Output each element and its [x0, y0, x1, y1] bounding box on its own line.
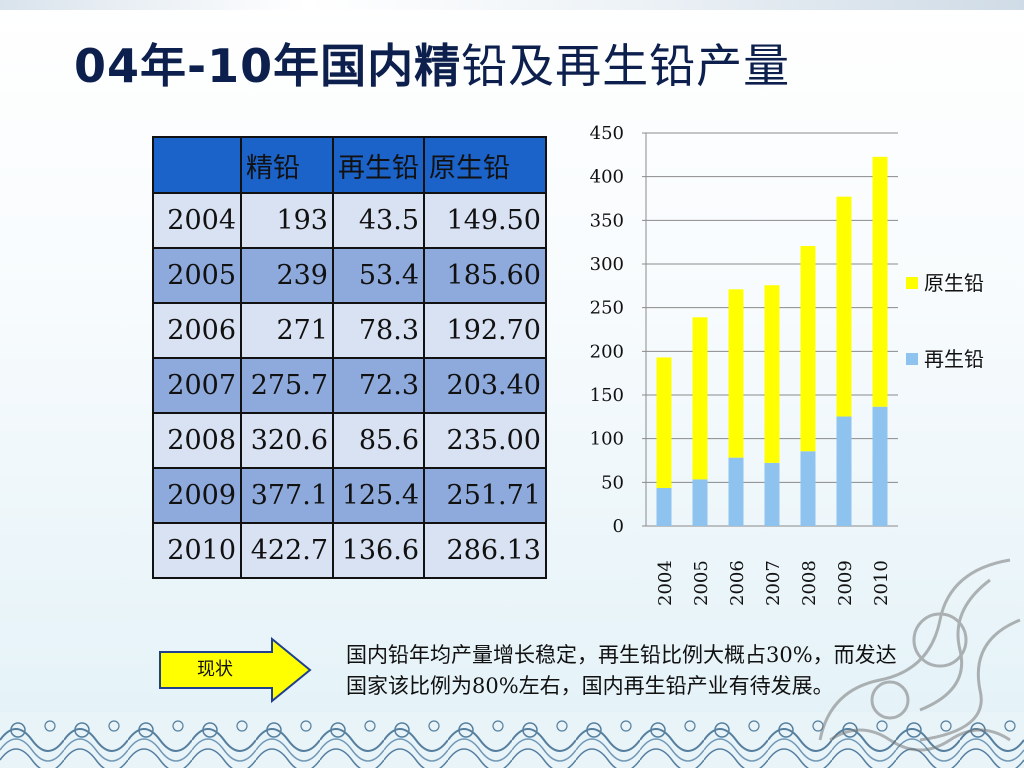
bar-primary-lead: [836, 196, 852, 417]
x-tick-label: 2006: [727, 560, 748, 606]
bar-primary-lead: [656, 357, 672, 489]
table-row: 2010 422.7 136.6 286.13: [152, 522, 547, 579]
value-cell: 136.6: [332, 522, 425, 579]
x-tick-label: 2004: [655, 560, 676, 606]
legend-swatch: [906, 277, 918, 289]
y-tick-label: 450: [590, 123, 624, 144]
table-header-row: 精铅 再生铅 原生铅: [152, 136, 547, 194]
value-cell: 235.00: [423, 412, 547, 469]
status-arrow-button[interactable]: 现状: [197, 659, 233, 680]
legend-label: 再生铅: [924, 347, 984, 371]
bar-recycled-lead: [872, 406, 888, 526]
y-tick-label: 250: [590, 298, 624, 319]
bar-primary-lead: [872, 156, 888, 407]
summary-text: 国内铅年均产量增长稳定，再生铅比例大概占30%，而发达国家该比例为80%左右，国…: [346, 643, 897, 698]
value-cell: 72.3: [332, 357, 425, 414]
table-row: 2004 193 43.5 149.50: [152, 192, 547, 249]
table-row: 2007 275.7 72.3 203.40: [152, 357, 547, 414]
bar-primary-lead: [800, 246, 816, 452]
value-cell: 192.70: [423, 302, 547, 359]
header-cell-refined-lead: 精铅: [240, 136, 334, 194]
bar-recycled-lead: [764, 462, 780, 526]
year-cell: 2009: [152, 467, 242, 524]
stacked-bar-chart: 0 50 100 150 200 250 300 350 400 450 2004 2005 2006 2…: [590, 123, 984, 606]
value-cell: 320.6: [240, 412, 334, 469]
value-cell: 53.4: [332, 247, 425, 304]
slide-title-rest: 铅及再生铅产量: [461, 39, 791, 93]
year-cell: 2007: [152, 357, 242, 414]
value-cell: 149.50: [423, 192, 547, 249]
table-row: 2009 377.1 125.4 251.71: [152, 467, 547, 524]
x-tick-label: 2009: [835, 560, 856, 606]
y-tick-label: 300: [590, 254, 624, 275]
x-tick-label: 2005: [691, 560, 712, 606]
year-cell: 2008: [152, 412, 242, 469]
table-row: 2006 271 78.3 192.70: [152, 302, 547, 359]
header-cell-recycled-lead: 再生铅: [332, 136, 425, 194]
x-tick-label: 2008: [799, 560, 820, 606]
value-cell: 239: [240, 247, 334, 304]
x-tick-label: 2007: [763, 560, 784, 606]
y-tick-label: 350: [590, 210, 624, 231]
y-tick-label: 150: [590, 385, 624, 406]
year-cell: 2004: [152, 192, 242, 249]
bar-recycled-lead: [728, 457, 744, 526]
dragon-decoration: [818, 558, 1021, 752]
value-cell: 125.4: [332, 467, 425, 524]
legend-label: 原生铅: [924, 271, 984, 295]
value-cell: 275.7: [240, 357, 334, 414]
year-cell: 2010: [152, 522, 242, 579]
value-cell: 193: [240, 192, 334, 249]
top-decor-bar: [0, 0, 1024, 10]
slide-title-bold: 04年-10年国内精: [74, 39, 462, 93]
year-cell: 2005: [152, 247, 242, 304]
header-cell-empty: [152, 136, 242, 194]
production-table: 精铅 再生铅 原生铅 2004 193 43.5 149.50 2005 239…: [152, 136, 547, 579]
wave-decoration: [0, 712, 1024, 768]
arrow-shape: [159, 637, 312, 703]
value-cell: 271: [240, 302, 334, 359]
bar-recycled-lead: [800, 451, 816, 526]
legend-swatch: [906, 353, 918, 365]
bar-primary-lead: [764, 285, 780, 463]
y-tick-label: 100: [590, 429, 624, 450]
bar-primary-lead: [692, 317, 708, 480]
table-row: 2005 239 53.4 185.60: [152, 247, 547, 304]
arrow-polygon: [159, 637, 312, 703]
year-cell: 2006: [152, 302, 242, 359]
value-cell: 251.71: [423, 467, 547, 524]
value-cell: 185.60: [423, 247, 547, 304]
value-cell: 43.5: [332, 192, 425, 249]
bar-recycled-lead: [836, 416, 852, 526]
value-cell: 85.6: [332, 412, 425, 469]
header-cell-primary-lead: 原生铅: [423, 136, 547, 194]
table-row: 2008 320.6 85.6 235.00: [152, 412, 547, 469]
bar-recycled-lead: [656, 488, 672, 526]
value-cell: 422.7: [240, 522, 334, 579]
x-tick-label: 2010: [871, 560, 892, 606]
value-cell: 203.40: [423, 357, 547, 414]
value-cell: 286.13: [423, 522, 547, 579]
value-cell: 377.1: [240, 467, 334, 524]
value-cell: 78.3: [332, 302, 425, 359]
y-tick-label: 400: [590, 167, 624, 188]
y-tick-label: 50: [601, 472, 624, 493]
y-tick-label: 200: [590, 341, 624, 362]
bar-recycled-lead: [692, 479, 708, 526]
slide-title: 04年-10年国内精铅及再生铅产量: [74, 30, 790, 96]
y-tick-label: 0: [613, 516, 624, 537]
bar-primary-lead: [728, 289, 744, 458]
